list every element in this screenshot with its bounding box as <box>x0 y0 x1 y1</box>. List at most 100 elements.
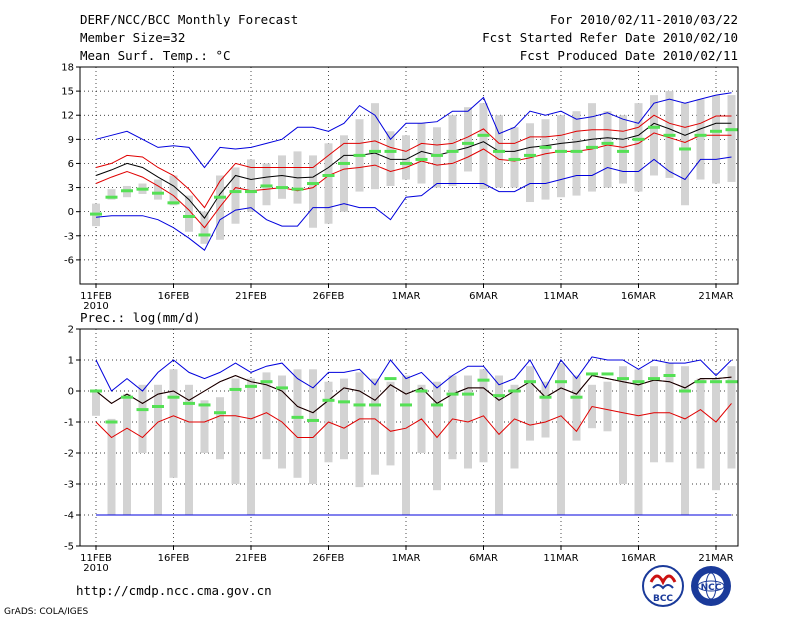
median-mark <box>167 395 180 399</box>
median-mark <box>198 403 211 407</box>
spread-box <box>510 127 519 188</box>
spread-box <box>216 397 224 460</box>
median-mark <box>446 392 459 396</box>
x-tick-label: 16MAR <box>621 553 656 564</box>
spread-box <box>634 103 643 192</box>
y-tick-label: 0 <box>68 207 74 218</box>
spread-box <box>448 375 457 460</box>
x-tick-label: 11MAR <box>543 553 578 564</box>
header-start-date: Fcst Started Refer Date 2010/02/10 <box>482 30 738 45</box>
spread-box <box>154 179 162 200</box>
median-mark <box>710 129 722 133</box>
median-mark <box>508 157 521 161</box>
median-mark <box>152 191 164 195</box>
median-mark <box>338 400 350 404</box>
median-mark <box>322 174 335 177</box>
y-tick-label: 6 <box>68 159 74 170</box>
median-mark <box>384 149 397 153</box>
x-tick-label: 16FEB <box>158 291 190 302</box>
median-mark <box>415 389 428 393</box>
median-mark <box>601 141 614 145</box>
spread-box <box>650 95 658 176</box>
median-mark <box>291 187 304 191</box>
median-mark <box>431 403 443 407</box>
median-mark <box>431 153 443 157</box>
y-tick-label: 15 <box>61 87 74 98</box>
spread-box <box>107 189 116 200</box>
median-mark <box>90 212 102 216</box>
spread-box <box>603 111 612 188</box>
plot-frame <box>79 66 739 285</box>
spread-box <box>402 135 410 180</box>
spread-box <box>681 366 689 515</box>
spread-box <box>340 135 348 212</box>
spread-box <box>479 103 488 190</box>
median-mark <box>105 420 118 424</box>
median-mark <box>183 401 195 405</box>
spread-box <box>696 99 705 180</box>
spread-box <box>572 375 581 441</box>
median-mark <box>167 201 180 205</box>
spread-box <box>154 384 162 515</box>
x-tick-label: 21MAR <box>698 553 733 564</box>
x-year-label: 2010 <box>83 301 108 312</box>
spread-box <box>433 381 441 491</box>
ncc-logo: NCC <box>691 566 731 606</box>
median-mark <box>307 418 319 422</box>
median-mark <box>229 190 242 194</box>
header-produced-date: Fcst Produced Date 2010/02/11 <box>520 48 738 63</box>
footer-url[interactable]: http://cmdp.ncc.cma.gov.cn <box>76 583 272 598</box>
x-tick-label: 21FEB <box>235 553 267 564</box>
spread-box <box>231 167 240 224</box>
spread-box <box>185 384 193 515</box>
y-tick-label: 9 <box>68 135 74 146</box>
header-member-size: Member Size=32 <box>80 30 185 45</box>
median-mark <box>663 374 676 377</box>
spread-box <box>634 369 643 515</box>
spread-box <box>727 95 736 182</box>
median-mark <box>369 403 381 407</box>
median-mark <box>632 137 645 141</box>
median-mark <box>214 195 226 199</box>
header-period: For 2010/02/11-2010/03/22 <box>550 12 738 27</box>
y-tick-label: -4 <box>64 511 74 522</box>
y-tick-label: -1 <box>64 418 74 429</box>
spread-box <box>402 375 410 515</box>
y-tick-label: -5 <box>64 542 74 553</box>
median-mark <box>121 395 133 399</box>
spread-box <box>247 378 255 515</box>
median-mark <box>105 195 118 199</box>
median-mark <box>570 149 583 153</box>
spread-box <box>619 115 627 184</box>
median-mark <box>524 380 536 384</box>
spread-box <box>355 372 364 488</box>
median-mark <box>462 392 474 396</box>
spread-box <box>309 369 317 484</box>
median-mark <box>307 182 319 186</box>
median-mark <box>384 377 397 381</box>
std-lower-line <box>95 132 732 229</box>
spread-box <box>526 123 534 203</box>
spread-box <box>495 375 503 515</box>
spread-box <box>340 378 348 460</box>
spread-box <box>603 381 612 432</box>
spread-box <box>572 111 581 196</box>
x-tick-label: 1MAR <box>392 553 421 564</box>
temperature-panel: -6 -3 0 3 6 9 12 15 18 11FEB 16FEB 21FEB 26FEB 1MAR 6M… <box>61 63 739 312</box>
precip-panel-title: Prec.: log(mm/d) <box>80 310 200 325</box>
median-mark <box>369 149 381 153</box>
header-title: DERF/NCC/BCC Monthly Forecast <box>80 12 298 27</box>
median-mark <box>617 377 629 381</box>
spread-box <box>526 366 534 441</box>
median-mark <box>400 161 412 165</box>
spread-box <box>138 384 147 453</box>
x-tick-label: 6MAR <box>469 553 498 564</box>
spread-box <box>681 103 689 206</box>
median-mark <box>322 398 335 402</box>
spread-box <box>324 143 333 224</box>
spread-box <box>231 378 240 484</box>
ncc-logo-text: NCC <box>701 583 722 593</box>
median-mark <box>400 403 412 407</box>
median-mark <box>183 214 195 218</box>
spread-box <box>386 381 395 466</box>
